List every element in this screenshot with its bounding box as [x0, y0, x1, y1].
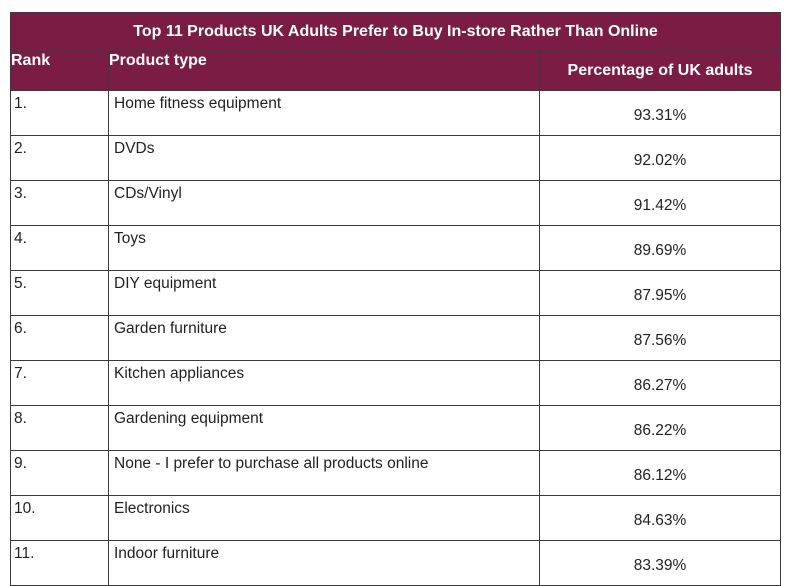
table-row: 6. Garden furniture 87.56%: [10, 315, 781, 361]
rank-cell: 2.: [10, 135, 109, 181]
rank-cell: 4.: [10, 225, 109, 271]
product-type-cell: Electronics: [108, 495, 540, 541]
product-type-cell: DIY equipment: [108, 270, 540, 316]
product-type-cell: Kitchen appliances: [108, 360, 540, 406]
products-table: Top 11 Products UK Adults Prefer to Buy …: [10, 12, 781, 586]
percentage-cell: 83.39%: [539, 540, 781, 586]
product-type-cell: Garden furniture: [108, 315, 540, 361]
percentage-cell: 87.56%: [539, 315, 781, 361]
rank-cell: 7.: [10, 360, 109, 406]
column-header-percentage: Percentage of UK adults: [539, 51, 781, 91]
product-type-cell: Indoor furniture: [108, 540, 540, 586]
percentage-cell: 86.27%: [539, 360, 781, 406]
table-title: Top 11 Products UK Adults Prefer to Buy …: [10, 12, 781, 52]
rank-cell: 3.: [10, 180, 109, 226]
percentage-cell: 86.22%: [539, 405, 781, 451]
table-row: 11. Indoor furniture 83.39%: [10, 540, 781, 586]
product-type-cell: Home fitness equipment: [108, 90, 540, 136]
percentage-cell: 84.63%: [539, 495, 781, 541]
product-type-cell: None - I prefer to purchase all products…: [108, 450, 540, 496]
percentage-cell: 91.42%: [539, 180, 781, 226]
table-row: 5. DIY equipment 87.95%: [10, 270, 781, 316]
percentage-cell: 87.95%: [539, 270, 781, 316]
percentage-cell: 92.02%: [539, 135, 781, 181]
percentage-cell: 89.69%: [539, 225, 781, 271]
percentage-cell: 86.12%: [539, 450, 781, 496]
table-row: 8. Gardening equipment 86.22%: [10, 405, 781, 451]
table-row: 3. CDs/Vinyl 91.42%: [10, 180, 781, 226]
table-row: 10. Electronics 84.63%: [10, 495, 781, 541]
rank-cell: 9.: [10, 450, 109, 496]
product-type-cell: DVDs: [108, 135, 540, 181]
table-row: 7. Kitchen appliances 86.27%: [10, 360, 781, 406]
product-type-cell: Gardening equipment: [108, 405, 540, 451]
rank-cell: 10.: [10, 495, 109, 541]
table-body: 1. Home fitness equipment 93.31% 2. DVDs 92.0…: [10, 90, 781, 586]
rank-cell: 1.: [10, 90, 109, 136]
column-header-product-type: Product type: [108, 51, 540, 91]
product-type-cell: CDs/Vinyl: [108, 180, 540, 226]
rank-cell: 8.: [10, 405, 109, 451]
rank-cell: 11.: [10, 540, 109, 586]
column-header-rank: Rank: [10, 51, 109, 91]
table-row: 2. DVDs 92.02%: [10, 135, 781, 181]
percentage-cell: 93.31%: [539, 90, 781, 136]
table-row: 1. Home fitness equipment 93.31%: [10, 90, 781, 136]
table-row: 4. Toys 89.69%: [10, 225, 781, 271]
table-row: 9. None - I prefer to purchase all produc…: [10, 450, 781, 496]
product-type-cell: Toys: [108, 225, 540, 271]
rank-cell: 6.: [10, 315, 109, 361]
rank-cell: 5.: [10, 270, 109, 316]
